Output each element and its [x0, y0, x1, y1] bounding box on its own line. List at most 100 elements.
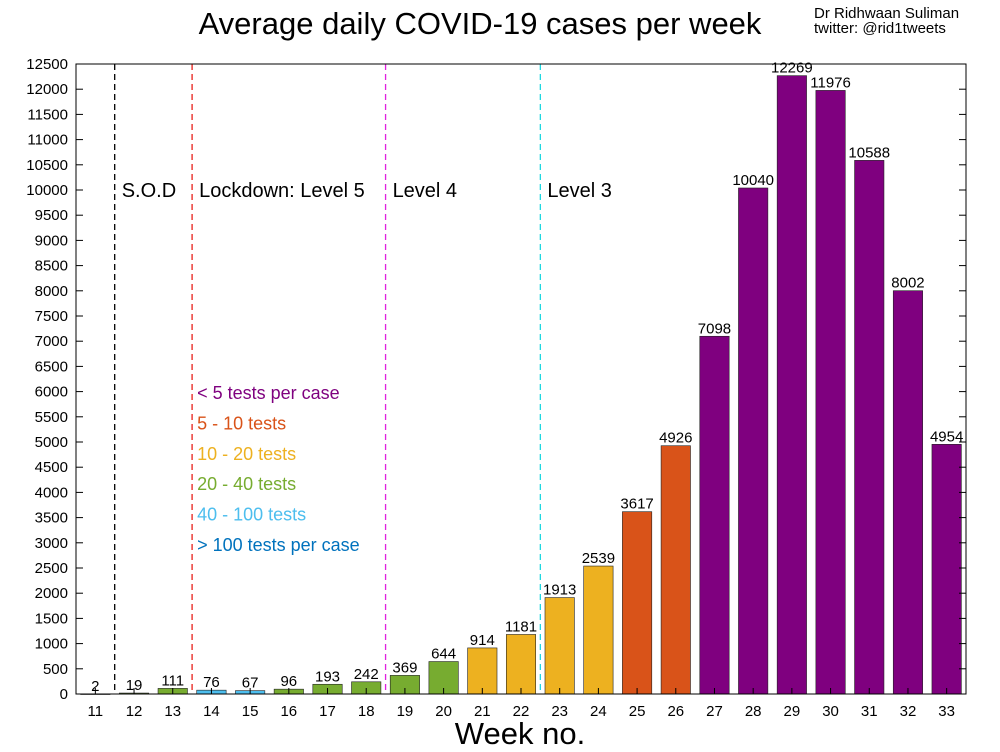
data-label-week-21: 914: [470, 632, 495, 649]
legend-entry-40to100: 40 - 100 tests: [197, 505, 306, 525]
y-tick-label-4500: 4500: [35, 459, 68, 476]
data-label-week-12: 19: [126, 677, 143, 694]
legend: < 5 tests per case 5 - 10 tests 10 - 20 te…: [197, 383, 360, 555]
x-tick-label-32: 32: [900, 703, 917, 720]
bar-week-28: [738, 187, 769, 695]
phase-label-4: Level 3: [547, 180, 612, 202]
y-tick-label-10000: 10000: [26, 182, 68, 199]
y-tick-label-7500: 7500: [35, 308, 68, 325]
x-tick-label-23: 23: [551, 703, 568, 720]
y-tick-label-11000: 11000: [27, 132, 68, 149]
data-label-week-28: 10040: [732, 172, 774, 189]
y-tick-label-11500: 11500: [27, 106, 68, 123]
x-tick-label-26: 26: [667, 703, 684, 720]
data-label-week-13: 111: [161, 672, 184, 689]
data-label-week-33: 4954: [930, 428, 963, 445]
x-axis: 11 12 13 14 15 16 17 18 19 20 21 22 23 24 25 26 27 28 29 30…: [88, 688, 955, 720]
data-label-week-26: 4926: [659, 430, 692, 447]
data-label-week-17: 193: [315, 668, 340, 685]
data-label-week-32: 8002: [891, 275, 924, 292]
legend-entry-5to10: 5 - 10 tests: [197, 413, 286, 433]
bar-week-32: [892, 290, 923, 695]
data-label-week-19: 369: [392, 659, 417, 676]
phase-label-2: Lockdown: Level 5: [199, 180, 365, 202]
bar-week-31: [854, 160, 885, 695]
data-label-week-25: 3617: [620, 496, 653, 513]
data-label-week-20: 644: [431, 646, 456, 663]
y-tick-label-9500: 9500: [35, 207, 68, 224]
x-tick-label-21: 21: [474, 703, 491, 720]
author-name: Dr Ridhwaan Suliman: [814, 5, 960, 22]
x-tick-label-30: 30: [822, 703, 839, 720]
y-tick-label-4000: 4000: [35, 484, 68, 501]
data-label-week-16: 96: [280, 673, 297, 690]
plot-frame: [75, 63, 967, 695]
y-tick-label-500: 500: [43, 661, 68, 678]
bar-week-23: [544, 597, 575, 695]
x-tick-label-14: 14: [203, 703, 220, 720]
bar-series: [80, 75, 962, 695]
y-tick-label-12500: 12500: [26, 56, 68, 73]
y-tick-label-6000: 6000: [35, 384, 68, 401]
y-tick-label-1000: 1000: [35, 636, 68, 653]
y-tick-label-6500: 6500: [35, 358, 68, 375]
y-tick-label-7000: 7000: [35, 333, 68, 350]
data-label-week-30: 11976: [810, 74, 851, 91]
data-label-week-23: 1913: [543, 582, 576, 599]
y-tick-label-3000: 3000: [35, 535, 68, 552]
bar-week-21: [467, 647, 498, 695]
y-tick-label-2500: 2500: [35, 560, 68, 577]
y-tick-label-5500: 5500: [35, 409, 68, 426]
x-tick-label-19: 19: [397, 703, 414, 720]
x-tick-label-29: 29: [784, 703, 801, 720]
y-tick-label-8500: 8500: [35, 258, 68, 275]
phase-label-3: Level 4: [393, 180, 458, 202]
x-tick-label-13: 13: [164, 703, 181, 720]
x-tick-label-11: 11: [88, 703, 104, 720]
bar-week-22: [505, 634, 537, 695]
data-label-week-22: 1181: [505, 618, 537, 635]
y-tick-label-3500: 3500: [35, 510, 68, 527]
data-label-week-27: 7098: [698, 320, 731, 337]
chart-title: Average daily COVID-19 cases per week: [198, 6, 762, 41]
data-label-week-15: 67: [242, 675, 259, 692]
x-tick-label-33: 33: [938, 703, 955, 720]
bar-week-30: [815, 90, 846, 695]
y-tick-label-10500: 10500: [26, 157, 68, 174]
bar-week-33: [931, 444, 962, 695]
x-axis-label: Week no.: [454, 716, 586, 751]
data-label-week-14: 76: [203, 674, 220, 691]
bar-week-24: [583, 565, 614, 695]
data-label-week-24: 2539: [582, 550, 615, 567]
phase-annotations: S.O.D Lockdown: Level 5 Level 4 Level 3: [114, 64, 612, 694]
y-tick-label-12000: 12000: [26, 81, 68, 98]
bar-week-27: [699, 335, 730, 695]
legend-entry-20to40: 20 - 40 tests: [197, 474, 296, 494]
x-tick-label-28: 28: [745, 703, 762, 720]
x-tick-label-25: 25: [629, 703, 646, 720]
author-credit: Dr Ridhwaan Suliman twitter: @rid1tweets: [814, 6, 959, 36]
legend-entry-10to20: 10 - 20 tests: [197, 444, 296, 464]
data-label-week-31: 10588: [848, 144, 890, 161]
y-tick-label-0: 0: [60, 686, 68, 703]
y-tick-label-9000: 9000: [35, 232, 68, 249]
x-tick-label-22: 22: [513, 703, 530, 720]
x-tick-label-24: 24: [590, 703, 607, 720]
legend-entry-lt5: < 5 tests per case: [197, 383, 340, 403]
y-axis: 0 500 1000 1500 2000 2500 3000 3500 4000 4500 5000…: [26, 56, 966, 703]
bar-week-29: [776, 75, 807, 695]
data-label-week-11: 2: [91, 678, 99, 695]
data-label-week-18: 242: [354, 666, 379, 683]
y-tick-label-2000: 2000: [35, 585, 68, 602]
x-tick-label-31: 31: [861, 703, 878, 720]
x-tick-label-12: 12: [126, 703, 143, 720]
x-tick-label-20: 20: [435, 703, 452, 720]
y-tick-label-5000: 5000: [35, 434, 68, 451]
y-tick-label-1500: 1500: [35, 610, 68, 627]
data-label-week-29: 12269: [771, 60, 813, 77]
x-tick-label-17: 17: [319, 703, 336, 720]
x-tick-label-18: 18: [358, 703, 375, 720]
twitter-handle: twitter: @rid1tweets: [814, 20, 946, 37]
phase-label-1: S.O.D: [122, 180, 176, 202]
